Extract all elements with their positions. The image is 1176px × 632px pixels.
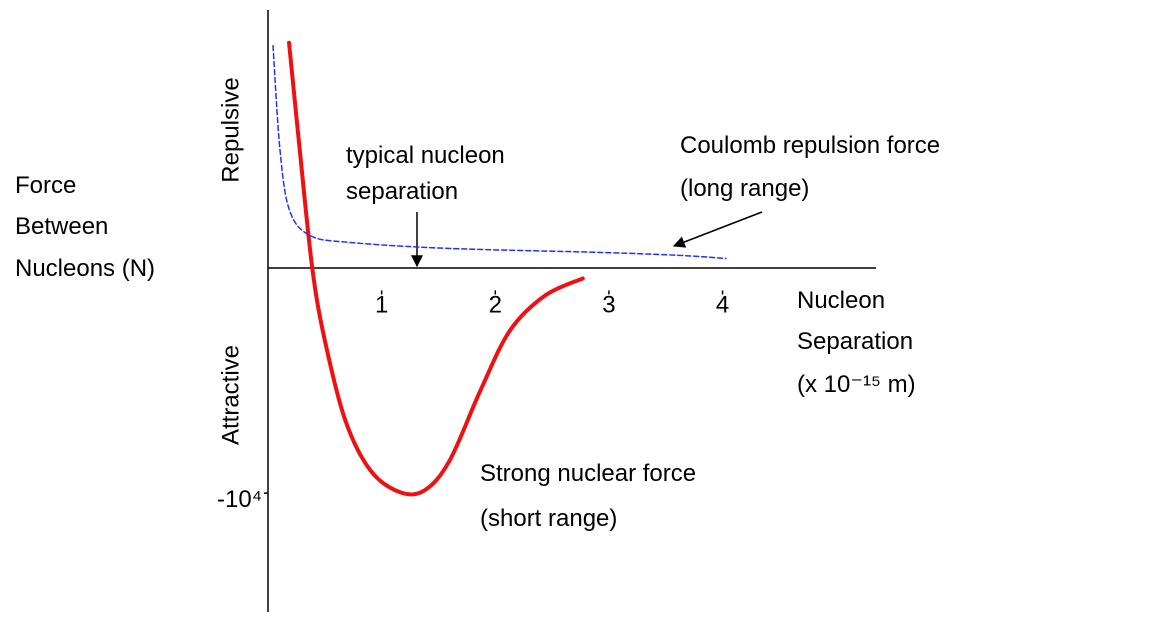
y-axis-label: Force	[15, 172, 76, 199]
x-axis-label: Separation	[797, 328, 913, 355]
annotation: separation	[346, 178, 458, 205]
x-axis-label: (x 10⁻¹⁵ m)	[797, 371, 916, 398]
x-tick-label: 2	[489, 291, 502, 318]
x-tick-label: 4	[716, 291, 729, 318]
series-label: (short range)	[480, 505, 617, 532]
x-tick-label: 3	[602, 291, 615, 318]
x-tick-label: 1	[375, 291, 388, 318]
series-line	[272, 44, 727, 260]
attractive-label: Attractive	[217, 345, 244, 445]
annotation: typical nucleon	[346, 142, 505, 169]
series-label: Coulomb repulsion force	[680, 132, 940, 159]
x-axis-label: Nucleon	[797, 287, 885, 314]
series-line	[287, 40, 585, 497]
y-axis-label: Nucleons (N)	[15, 255, 155, 282]
series-label: (long range)	[680, 175, 809, 202]
y-axis-label: Between	[15, 213, 108, 240]
y-tick-label: -10⁴	[217, 486, 262, 513]
series-label: Strong nuclear force	[480, 460, 696, 487]
annotation-arrow	[672, 211, 763, 248]
repulsive-label: Repulsive	[217, 77, 244, 182]
